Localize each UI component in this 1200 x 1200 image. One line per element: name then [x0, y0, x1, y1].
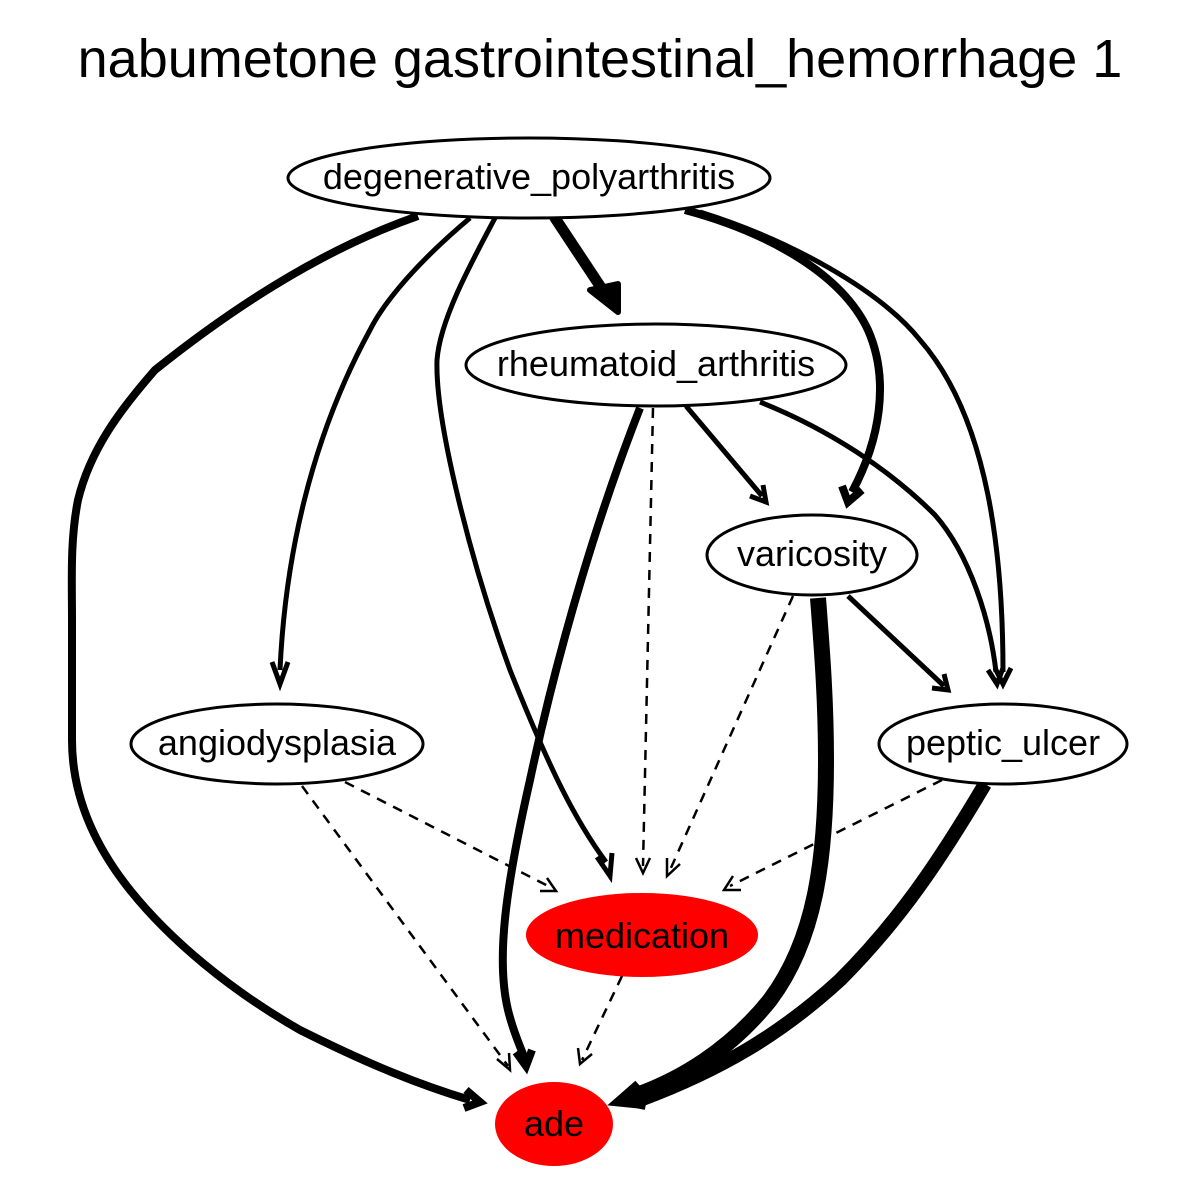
edge-rheumatoid-arthritis-to-ade [498, 406, 644, 1075]
edge-rheumatoid-arthritis-to-varicosity [684, 404, 770, 506]
edge-angiodysplasia-to-medication [344, 780, 559, 893]
edge-peptic-ulcer-to-medication [721, 778, 943, 892]
node-label-peptic-ulcer: peptic_ulcer [906, 722, 1100, 763]
edge-degenerative-polyarthritis-to-rheumatoid-arthritis [549, 212, 621, 315]
edge-angiodysplasia-to-ade [300, 785, 512, 1073]
edge-degenerative-polyarthritis-to-ade [67, 212, 488, 1112]
edge-medication-to-ade [576, 975, 624, 1067]
node-peptic-ulcer[interactable]: peptic_ulcer [877, 702, 1129, 786]
node-label-degenerative-polyarthritis: degenerative_polyarthritis [323, 156, 735, 197]
edge-peptic-ulcer-to-ade [613, 780, 992, 1110]
node-angiodysplasia[interactable]: angiodysplasia [129, 702, 425, 786]
edge-varicosity-to-peptic_ulcer [846, 594, 952, 693]
node-label-ade: ade [524, 1103, 584, 1144]
edge-degenerative-polyarthritis-to-angiodysplasia [269, 216, 472, 692]
edge-degenerative-polyarthritis-to-peptic_ulcer [699, 209, 1014, 690]
node-label-medication: medication [555, 915, 729, 956]
node-degenerative-polyarthritis[interactable]: degenerative_polyarthritis [286, 136, 772, 220]
node-ade[interactable]: ade [495, 1082, 613, 1166]
node-medication[interactable]: medication [526, 893, 758, 977]
node-varicosity[interactable]: varicosity [705, 513, 919, 597]
node-rheumatoid-arthritis[interactable]: rheumatoid_arthritis [464, 322, 848, 408]
edge-rheumatoid-arthritis-to-medication [634, 407, 655, 876]
node-label-rheumatoid-arthritis: rheumatoid_arthritis [497, 343, 815, 384]
edge-varicosity-to-medication [665, 595, 795, 879]
node-label-angiodysplasia: angiodysplasia [158, 722, 397, 763]
edge-degenerative-polyarthritis-to-varicosity [683, 206, 884, 509]
edge-degenerative-polyarthritis-to-medication [434, 216, 615, 884]
diagram-title: nabumetone gastrointestinal_hemorrhage 1 [77, 29, 1123, 89]
edge-varicosity-to-ade [607, 597, 835, 1109]
node-label-varicosity: varicosity [737, 533, 887, 574]
edge-rheumatoid-arthritis-to-peptic_ulcer [759, 399, 1006, 690]
